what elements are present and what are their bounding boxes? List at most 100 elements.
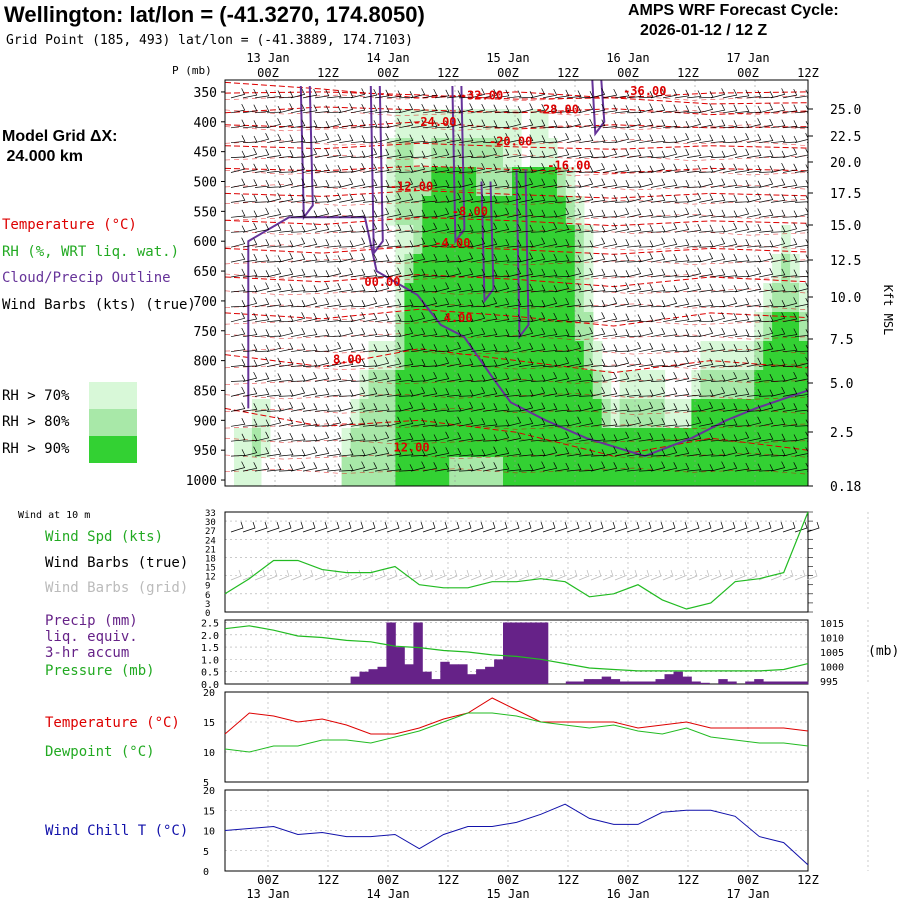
wind-barb [530, 119, 546, 129]
rh-cell [772, 254, 782, 284]
wind-barb [710, 194, 726, 203]
rh-cell [718, 428, 728, 458]
legend-wind-barbs: Wind Barbs (kts) (true) [2, 297, 196, 313]
wind-barb [674, 223, 690, 233]
wind-barb [398, 327, 414, 338]
wind-barb [746, 90, 762, 99]
wind-barb [746, 432, 762, 442]
wind-barb [710, 418, 726, 427]
wind-barb [458, 327, 474, 338]
rh-cell [583, 254, 594, 284]
legend-temperature: Temperature (°C) [2, 217, 137, 233]
grid-wind-barb [746, 569, 758, 581]
rh-cell [422, 312, 432, 342]
wind-barb [230, 300, 246, 308]
wind-barb [350, 433, 366, 442]
precip-tick-label: 0.0 [201, 680, 219, 691]
wind-barb [446, 208, 462, 218]
wind-barb [458, 299, 474, 308]
rh-cell [682, 457, 692, 486]
wind-barb [350, 88, 366, 99]
wind-tick-label: 30 [205, 518, 216, 528]
wind-barb [338, 103, 354, 114]
rh-cell [790, 254, 800, 284]
wind-barb [374, 148, 390, 158]
wind-barb [410, 103, 426, 114]
wind-barb [770, 119, 786, 129]
precip-bar [467, 674, 477, 684]
wind-barb [494, 89, 510, 99]
wind-barb [494, 133, 510, 144]
temp-label: 8.00 [333, 353, 362, 367]
wind-barb [338, 342, 354, 353]
wind-barb [518, 401, 534, 412]
rh-cell [413, 225, 423, 255]
wind-barb [242, 253, 258, 263]
surface-wind-barb [470, 521, 484, 533]
wind-barb [746, 283, 762, 293]
wind-barb [674, 254, 690, 263]
wind-barb [770, 327, 786, 338]
wind-barb [638, 240, 654, 248]
wind-barb [278, 165, 294, 173]
wind-barb [518, 268, 534, 278]
wind-barb [422, 297, 438, 308]
wind-barb [782, 403, 798, 412]
wind-barb [602, 179, 618, 188]
wind-barb [506, 357, 522, 367]
rh-cell [503, 109, 513, 139]
legend-rh80-swatch [89, 409, 137, 436]
wind-barb [266, 432, 282, 442]
wind-barb [698, 91, 714, 99]
grid-wind-barb [242, 569, 254, 581]
wind-barb [242, 238, 258, 248]
rh-cell [404, 138, 414, 168]
wind-barb [350, 418, 366, 427]
wind-barb [362, 297, 378, 308]
rh-cell [700, 399, 710, 429]
rh-cell [458, 428, 468, 458]
wind-barb [806, 97, 808, 99]
wind-barb [734, 164, 750, 173]
wind-barb [794, 356, 808, 367]
wind-barb [374, 282, 390, 293]
wind-barb [326, 388, 342, 397]
temp-contour [225, 274, 808, 288]
rh-cell [422, 109, 432, 139]
surface-wind-barb [794, 521, 808, 533]
wind-barb [278, 134, 294, 144]
rh-cell [395, 341, 405, 371]
wind-barb [734, 120, 750, 129]
wind-barb [506, 283, 522, 293]
wind-barb [422, 179, 438, 188]
rh-cell [574, 312, 585, 342]
wind-barb [350, 178, 366, 188]
wind-barb [614, 207, 630, 218]
grid-wind-barb [710, 569, 722, 581]
wind-barb [602, 88, 618, 99]
wind-barb [590, 88, 606, 99]
wind-barb [614, 462, 630, 472]
wind-barb [314, 164, 330, 173]
wind-barb [338, 252, 354, 263]
wind-barb [494, 372, 510, 382]
wind-barb [290, 418, 306, 427]
wind-barb [266, 267, 282, 278]
rh-cell [404, 399, 414, 429]
wind-barb [554, 297, 570, 308]
wind-barb [482, 222, 498, 233]
wind-tick-label: 33 [205, 509, 216, 519]
wind-barb [446, 283, 462, 293]
wind-barb [722, 253, 738, 263]
rh-cell [727, 341, 737, 371]
top-time-tick: 12Z [677, 66, 699, 80]
wind-barb [290, 268, 306, 278]
surface-wind-barb [278, 521, 292, 533]
rh-cell [745, 370, 755, 400]
pressure-tick-label: 400 [194, 116, 217, 131]
wind-barb [278, 283, 294, 293]
rh-cell [431, 312, 441, 342]
rh-cell [440, 138, 450, 168]
wind-barb [662, 403, 678, 412]
wind-barb [302, 88, 318, 99]
